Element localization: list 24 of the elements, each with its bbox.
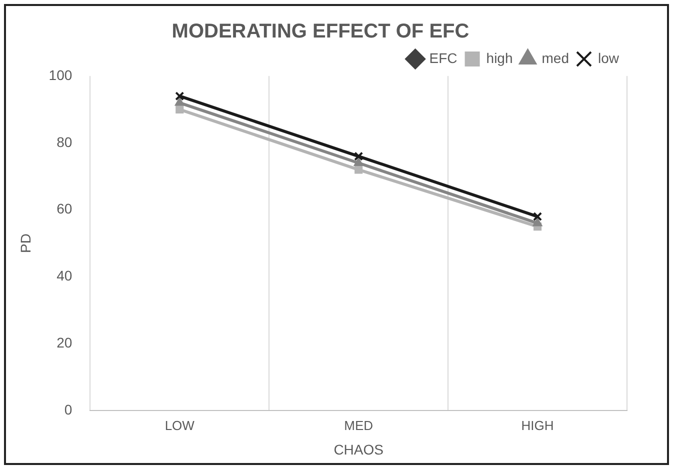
point [354,166,363,174]
y-tick-label: 40 [56,268,72,284]
legend-label: EFC [429,50,458,66]
chart-title: MODERATING EFFECT OF EFC [172,20,470,43]
y-axis-title: PD [17,234,34,254]
y-tick-label: 0 [64,401,72,418]
point [174,97,184,106]
x-tick-label: LOW [164,418,196,433]
point [532,212,542,222]
legend-label: high [486,50,513,66]
y-tick-label: 20 [56,334,72,351]
legend-label: med [542,50,569,66]
y-tick-label: 60 [56,200,72,217]
point [176,105,184,114]
x-axis-title: CHAOS [334,441,384,458]
y-tick-label: 80 [56,134,72,150]
legend-label: low [598,50,620,66]
point [175,92,184,101]
x-tick-label: HIGH [521,418,554,433]
point [532,218,542,226]
y-tick-label: 100 [48,66,72,83]
x-tick-label: MED [344,418,374,433]
point [354,152,364,161]
point [354,157,364,166]
